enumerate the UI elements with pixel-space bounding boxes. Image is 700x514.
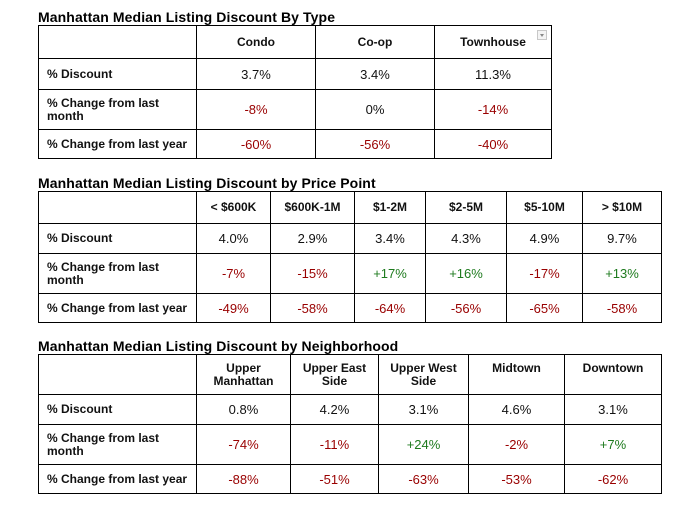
type-table: Condo Co-op Townhouse % Discount 3.7% 3.… <box>38 25 552 159</box>
table-cell: +7% <box>564 424 662 465</box>
table-cell: +16% <box>425 253 507 294</box>
table-cell: -56% <box>315 129 435 159</box>
table-row: % Discount 4.0% 2.9% 3.4% 4.3% 4.9% 9.7% <box>38 223 662 254</box>
table-cell: -49% <box>196 293 271 323</box>
row-label: % Change from last year <box>38 464 197 494</box>
column-header: Midtown <box>468 354 565 395</box>
table-cell: -56% <box>425 293 507 323</box>
table-cell: 3.1% <box>564 394 662 425</box>
table-cell: 2.9% <box>270 223 355 254</box>
table-cell: 3.4% <box>354 223 426 254</box>
table-cell: 3.4% <box>315 58 435 90</box>
table-row: % Change from last month -7% -15% +17% +… <box>38 253 662 294</box>
column-header: Downtown <box>564 354 662 395</box>
price-table-title: Manhattan Median Listing Discount by Pri… <box>38 175 376 191</box>
table-row: % Discount 0.8% 4.2% 3.1% 4.6% 3.1% <box>38 394 662 425</box>
row-label: % Change from last year <box>38 293 197 323</box>
column-header: Upper West Side <box>378 354 469 395</box>
table-row: % Change from last month -8% 0% -14% <box>38 89 552 130</box>
table-cell: 0.8% <box>196 394 291 425</box>
column-header: $600K-1M <box>270 191 355 224</box>
neighborhood-table: Upper Manhattan Upper East Side Upper We… <box>38 354 662 494</box>
table-cell: 4.6% <box>468 394 565 425</box>
row-label: % Discount <box>38 58 197 90</box>
table-row: % Change from last year -88% -51% -63% -… <box>38 464 662 494</box>
table-cell: -58% <box>270 293 355 323</box>
row-label: % Change from last month <box>38 424 197 465</box>
row-label: % Change from last year <box>38 129 197 159</box>
table-row: % Change from last month -74% -11% +24% … <box>38 424 662 465</box>
column-header: Upper Manhattan <box>196 354 291 395</box>
table-cell: 9.7% <box>582 223 662 254</box>
table-cell: -62% <box>564 464 662 494</box>
row-label: % Discount <box>38 394 197 425</box>
column-header: $1-2M <box>354 191 426 224</box>
type-table-title: Manhattan Median Listing Discount By Typ… <box>38 9 336 25</box>
filter-dropdown-icon[interactable] <box>537 30 547 40</box>
neighborhood-table-title: Manhattan Median Listing Discount by Nei… <box>38 338 399 354</box>
price-table: < $600K $600K-1M $1-2M $2-5M $5-10M > $1… <box>38 191 662 323</box>
column-header: $2-5M <box>425 191 507 224</box>
table-cell: -60% <box>196 129 316 159</box>
table-cell: -17% <box>506 253 583 294</box>
table-cell: -40% <box>434 129 552 159</box>
table-cell: -58% <box>582 293 662 323</box>
table-row: % Change from last year -60% -56% -40% <box>38 129 552 159</box>
table-row: % Discount 3.7% 3.4% 11.3% <box>38 58 552 90</box>
column-header: < $600K <box>196 191 271 224</box>
column-header-label: Townhouse <box>460 34 526 49</box>
table-cell: -8% <box>196 89 316 130</box>
corner-cell <box>38 354 197 395</box>
table-cell: -51% <box>290 464 379 494</box>
table-cell: -88% <box>196 464 291 494</box>
column-header: Upper East Side <box>290 354 379 395</box>
table-cell: 3.1% <box>378 394 469 425</box>
table-cell: -53% <box>468 464 565 494</box>
row-label: % Discount <box>38 223 197 254</box>
table-cell: -14% <box>434 89 552 130</box>
table-cell: +13% <box>582 253 662 294</box>
table-cell: +24% <box>378 424 469 465</box>
table-row: % Change from last year -49% -58% -64% -… <box>38 293 662 323</box>
table-cell: 3.7% <box>196 58 316 90</box>
corner-cell <box>38 25 197 59</box>
column-header: Co-op <box>315 25 435 59</box>
table-cell: -15% <box>270 253 355 294</box>
table-cell: -11% <box>290 424 379 465</box>
row-label: % Change from last month <box>38 253 197 294</box>
column-header: $5-10M <box>506 191 583 224</box>
table-cell: -65% <box>506 293 583 323</box>
corner-cell <box>38 191 197 224</box>
table-cell: 4.9% <box>506 223 583 254</box>
table-cell: 4.2% <box>290 394 379 425</box>
table-cell: 0% <box>315 89 435 130</box>
table-cell: -2% <box>468 424 565 465</box>
column-header: > $10M <box>582 191 662 224</box>
table-cell: 4.3% <box>425 223 507 254</box>
row-label: % Change from last month <box>38 89 197 130</box>
table-cell: -63% <box>378 464 469 494</box>
table-cell: -64% <box>354 293 426 323</box>
column-header: Townhouse <box>434 25 552 59</box>
table-cell: -74% <box>196 424 291 465</box>
table-cell: +17% <box>354 253 426 294</box>
column-header: Condo <box>196 25 316 59</box>
table-cell: -7% <box>196 253 271 294</box>
table-cell: 4.0% <box>196 223 271 254</box>
table-cell: 11.3% <box>434 58 552 90</box>
